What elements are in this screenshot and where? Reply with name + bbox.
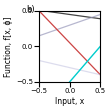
X-axis label: Input, x: Input, x — [55, 97, 84, 106]
Y-axis label: Function, f[x, ϕ]: Function, f[x, ϕ] — [4, 16, 13, 77]
Text: b): b) — [26, 5, 34, 14]
